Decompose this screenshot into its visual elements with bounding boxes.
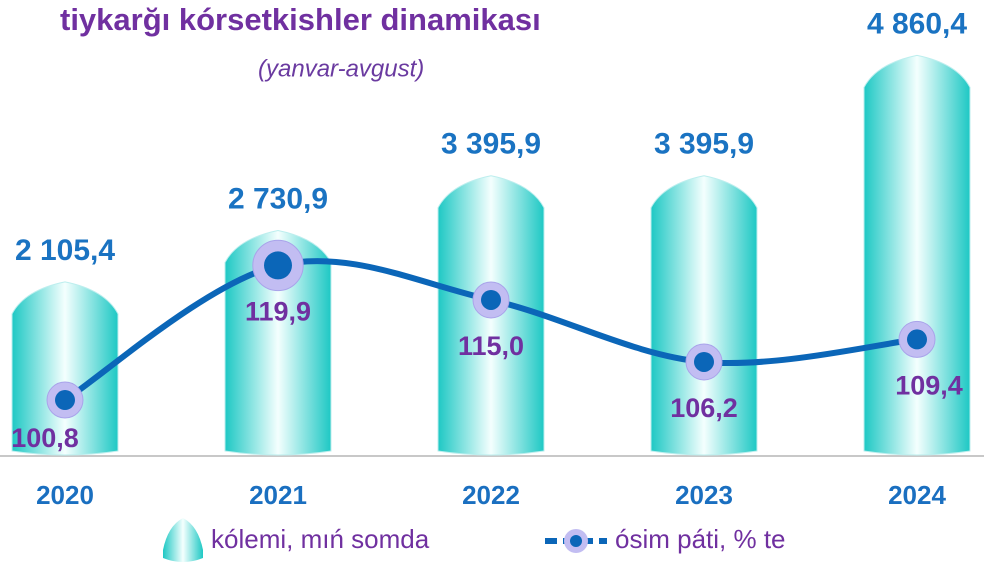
bar-value-label: 2 105,4 bbox=[15, 234, 115, 267]
marker bbox=[55, 390, 75, 411]
x-tick-label: 2023 bbox=[675, 480, 733, 510]
x-tick-label: 2020 bbox=[36, 480, 94, 510]
line-value-label: 106,2 bbox=[670, 393, 738, 423]
chart-subtitle: (yanvar-avgust) bbox=[258, 55, 424, 82]
marker bbox=[481, 289, 501, 310]
bar bbox=[11, 281, 119, 456]
x-tick-label: 2022 bbox=[462, 480, 520, 510]
x-tick-label: 2021 bbox=[249, 480, 307, 510]
line-value-label: 100,8 bbox=[11, 423, 79, 453]
line-value-label: 109,4 bbox=[895, 371, 963, 401]
bar bbox=[224, 229, 332, 456]
bar-value-label: 3 395,9 bbox=[654, 128, 754, 161]
chart-title: tiykarğı kórsetkishler dinamikası bbox=[60, 2, 541, 37]
legend-label: kólemi, mıń somda bbox=[211, 524, 430, 554]
bar-value-label: 3 395,9 bbox=[441, 128, 541, 161]
legend-label: ósim páti, % te bbox=[615, 524, 786, 554]
bar bbox=[650, 175, 758, 456]
line-value-label: 119,9 bbox=[245, 297, 311, 327]
marker bbox=[264, 251, 292, 280]
line-value-label: 115,0 bbox=[458, 331, 524, 361]
legend-icon bbox=[570, 535, 582, 547]
legend-icon bbox=[163, 518, 203, 562]
marker bbox=[907, 329, 927, 350]
bar-value-label: 2 730,9 bbox=[228, 182, 328, 215]
bar bbox=[863, 54, 971, 456]
x-tick-label: 2024 bbox=[888, 480, 946, 510]
marker bbox=[694, 351, 714, 372]
bar-value-label: 4 860,4 bbox=[867, 7, 967, 40]
